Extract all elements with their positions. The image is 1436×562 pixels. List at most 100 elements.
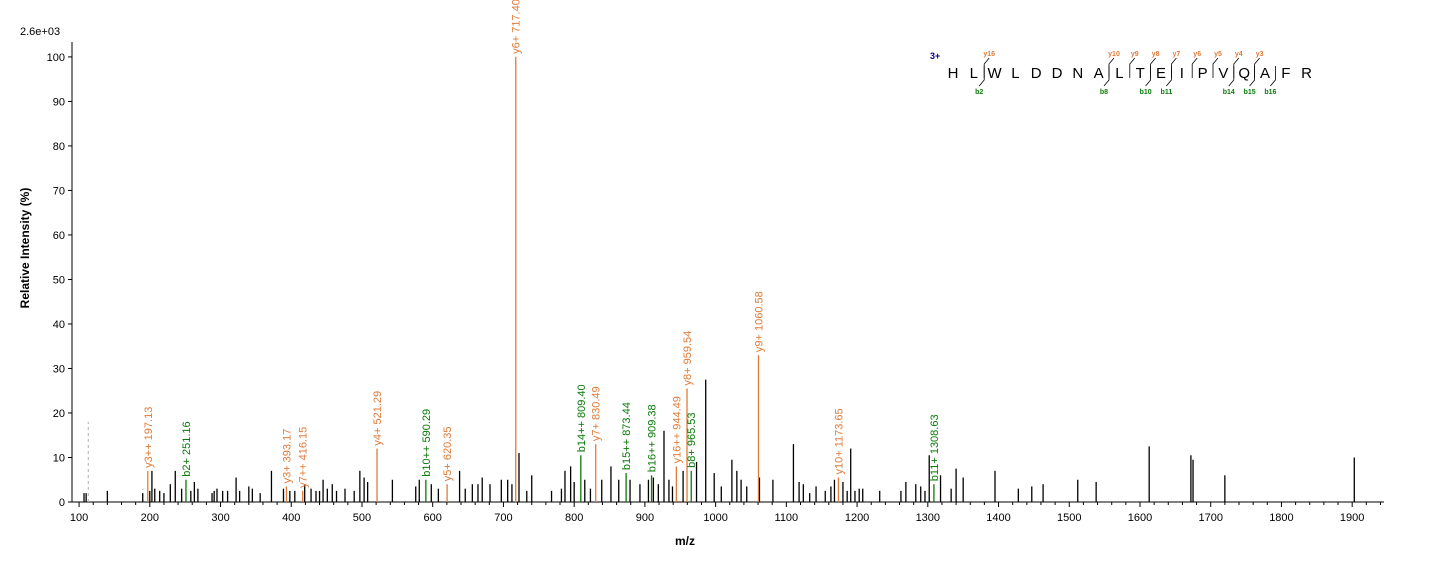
sequence-residue: D <box>1031 65 1042 82</box>
sequence-residue: E <box>1156 65 1166 82</box>
y-axis-title: Relative Intensity (%) <box>18 188 32 309</box>
y-tick-label: 20 <box>53 408 65 420</box>
b-ion-label: b2 <box>975 89 983 96</box>
x-tick-label: 1600 <box>1128 512 1152 524</box>
sequence-residue: R <box>1301 65 1312 82</box>
sequence-residue: A <box>1094 65 1104 82</box>
b-ion-bracket <box>1145 66 1151 87</box>
b-ion-bracket <box>1228 66 1235 87</box>
peak-label: y4+ 521.29 <box>372 391 384 446</box>
peak-label: y3+ 393.17 <box>281 429 293 484</box>
peak-label: b2+ 251.16 <box>181 421 193 476</box>
b-ion-bracket <box>1270 66 1276 87</box>
x-tick-label: 1700 <box>1198 512 1222 524</box>
sequence-residue: L <box>970 65 978 82</box>
b-ion-label: b8 <box>1100 89 1108 96</box>
peak-label: y7+ 830.49 <box>591 386 603 441</box>
y-ion-label: y5 <box>1214 51 1222 58</box>
annotated-peaks: y3++ 197.13 b2+ 251.16 y3+ 393.17 y7++ 416.… <box>143 0 941 502</box>
y-tick-label: 80 <box>53 141 65 153</box>
peak-label: y10+ 1173.65 <box>833 408 845 474</box>
b-ion-label: b15 <box>1244 89 1256 96</box>
peak-label: y3++ 197.13 <box>143 407 155 468</box>
y-tick-label: 30 <box>53 363 65 375</box>
x-tick-label: 800 <box>565 512 583 524</box>
x-tick-label: 600 <box>424 512 442 524</box>
charge-state: 3+ <box>930 51 940 61</box>
b-ion-label: b14 <box>1223 89 1235 96</box>
b-ion-bracket <box>1249 66 1255 87</box>
x-tick-label: 1900 <box>1340 512 1364 524</box>
sequence-residue: V <box>1218 65 1228 82</box>
y-tick-label: 40 <box>53 319 65 331</box>
y-ion-label: y3 <box>1256 51 1264 58</box>
y-ion-label: y16 <box>983 51 995 58</box>
x-tick-label: 1400 <box>986 512 1010 524</box>
sequence-residue: D <box>1052 65 1063 82</box>
y-ion-bracket <box>1254 57 1260 78</box>
y-tick-label: 10 <box>53 452 65 464</box>
y-tick-label: 50 <box>53 274 65 286</box>
sequence-residue: P <box>1198 65 1208 82</box>
peak-label: y7++ 416.15 <box>298 427 310 488</box>
peak-label: y6+ 717.40 <box>511 0 523 54</box>
x-tick-label: 900 <box>636 512 654 524</box>
y-ion-bracket <box>1171 57 1177 78</box>
x-tick-label: 400 <box>282 512 300 524</box>
peak-label: y16++ 944.49 <box>671 396 683 463</box>
peak-label: y5+ 620.35 <box>442 426 454 481</box>
sequence-residue: H <box>948 65 959 82</box>
b-ion-bracket <box>1166 66 1172 87</box>
peak-label: b8+ 965.53 <box>686 412 698 467</box>
x-tick-label: 700 <box>494 512 512 524</box>
y-tick-label: 60 <box>53 230 65 242</box>
x-tick-label: 1000 <box>703 512 727 524</box>
peak-label: y9+ 1060.58 <box>753 291 765 352</box>
sequence-residue: A <box>1260 65 1270 82</box>
sequence-residue: N <box>1072 65 1083 82</box>
peak-label: b16++ 909.38 <box>647 404 659 472</box>
y-ion-label: y10 <box>1108 51 1120 58</box>
x-axis-title: m/z <box>675 534 695 548</box>
sequence-residue: W <box>988 65 1003 82</box>
sequence-residue: L <box>1011 65 1019 82</box>
y-tick-label: 100 <box>47 52 65 64</box>
sequence-residue: Q <box>1238 65 1250 82</box>
y-ion-bracket <box>1191 57 1198 78</box>
b-ion-bracket <box>1103 66 1110 87</box>
x-tick-label: 300 <box>211 512 229 524</box>
axes: 0 10 20 30 40 50 60 70 80 90 100 100 200 300 400 500 600… <box>47 42 1384 524</box>
y-ion-label: y6 <box>1193 51 1201 58</box>
y-ion-bracket <box>1212 57 1219 78</box>
x-tick-label: 1800 <box>1269 512 1293 524</box>
b-ion-label: b11 <box>1161 89 1173 96</box>
y-ion-bracket <box>1150 57 1156 78</box>
y-ion-label: y9 <box>1131 51 1139 58</box>
y-tick-label: 70 <box>53 185 65 197</box>
peak-label: b11+ 1308.63 <box>929 414 941 481</box>
sequence-residue: F <box>1281 65 1290 82</box>
x-tick-label: 100 <box>70 512 88 524</box>
peak-label: b14++ 809.40 <box>576 384 588 452</box>
sequence-residue: I <box>1180 65 1184 82</box>
y-ion-label: y4 <box>1235 51 1243 58</box>
sequence-residue: T <box>1136 65 1145 82</box>
x-tick-label: 500 <box>353 512 371 524</box>
y-ion-bracket <box>1108 57 1115 78</box>
sequence-residue: L <box>1115 65 1123 82</box>
y-tick-label: 90 <box>53 96 65 108</box>
peaks <box>83 379 1355 502</box>
intensity-scale-label: 2.6e+03 <box>20 26 60 38</box>
peak-label: y8+ 959.54 <box>682 331 694 386</box>
b-ion-label: b16 <box>1264 89 1276 96</box>
y-tick-label: 0 <box>59 497 65 509</box>
peak-label: b15++ 873.44 <box>621 402 633 470</box>
y-ion-bracket <box>1129 57 1136 78</box>
peak-label: b10++ 590.29 <box>421 409 433 477</box>
b-ion-bracket <box>978 66 985 87</box>
x-tick-label: 1300 <box>916 512 940 524</box>
y-ion-label: y7 <box>1173 51 1181 58</box>
x-tick-label: 1200 <box>845 512 869 524</box>
